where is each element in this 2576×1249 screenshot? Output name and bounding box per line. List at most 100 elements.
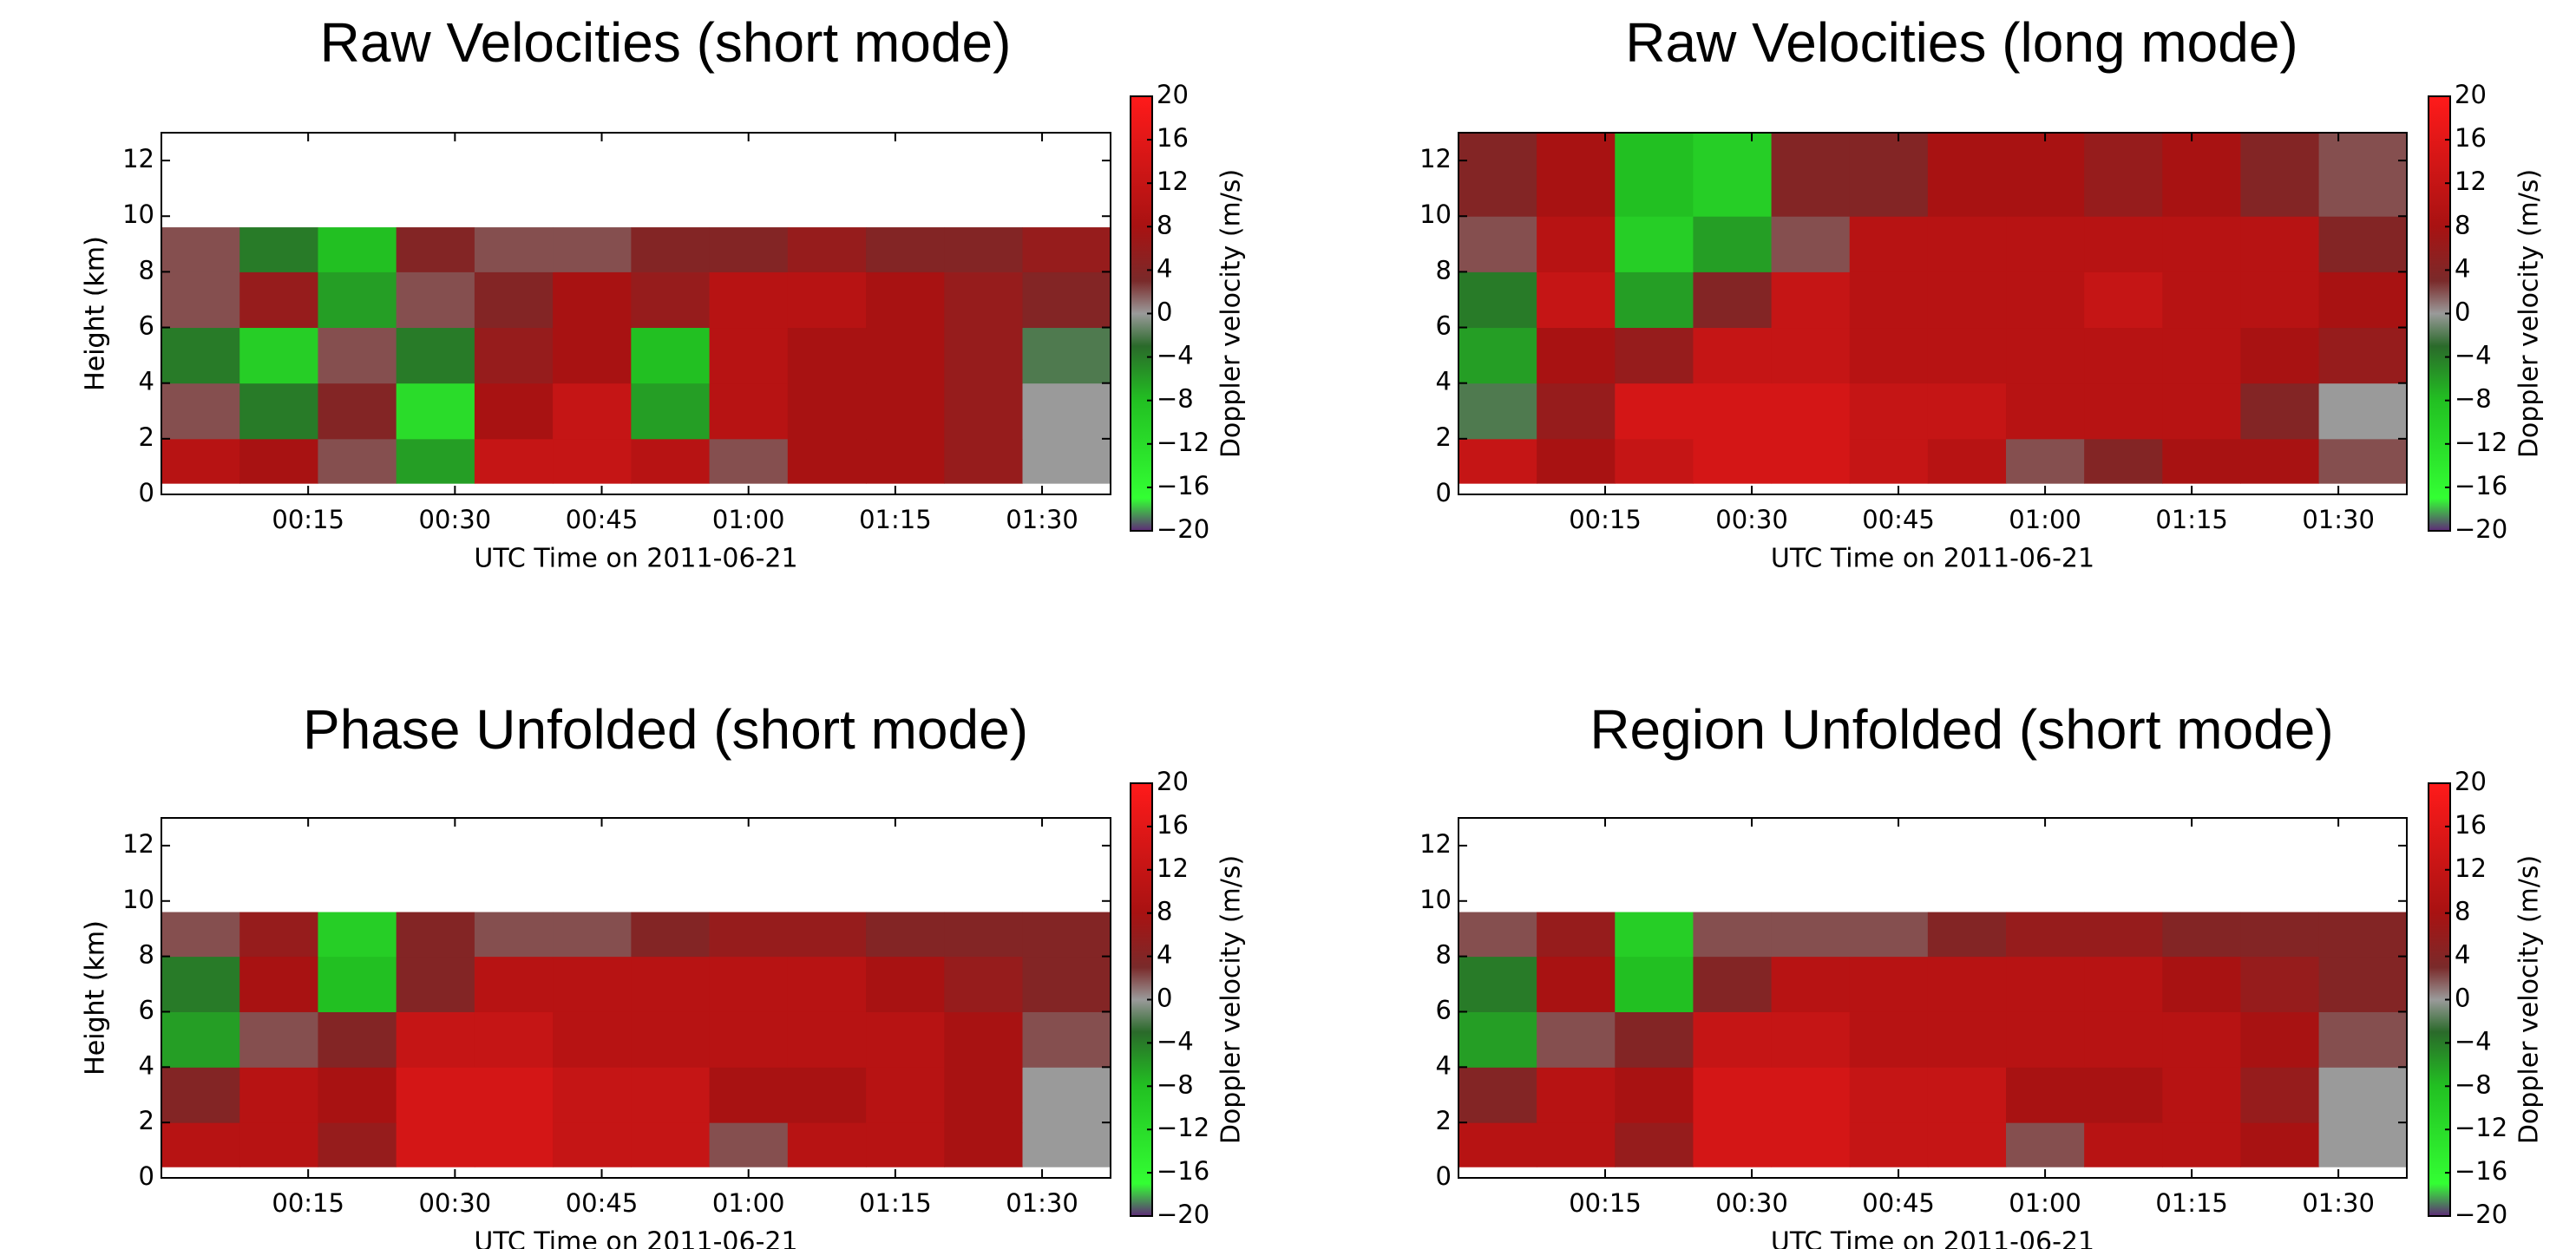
heat-cell	[2318, 1122, 2408, 1167]
heat-cell	[1927, 1011, 2007, 1068]
heat-cell	[866, 1011, 945, 1068]
heat-cell	[1693, 327, 1773, 384]
heat-cell	[2318, 327, 2408, 384]
heat-cell	[318, 438, 397, 484]
y-tick-label: 2	[139, 422, 154, 452]
heat-cell	[1022, 1011, 1111, 1068]
heat-cell	[239, 1011, 318, 1068]
heat-cell	[318, 1067, 397, 1123]
heat-cell	[1771, 327, 1851, 384]
heat-cell	[2318, 133, 2408, 217]
heat-cell	[2084, 438, 2163, 484]
heat-cell	[1615, 133, 1694, 217]
heat-cell	[1771, 133, 1851, 217]
colorbar-tick-label: 8	[1157, 210, 1172, 239]
heat-cell	[474, 438, 554, 484]
colorbar-tick-label: 4	[2455, 940, 2470, 970]
colorbar-tick-label: 0	[2455, 298, 2470, 327]
y-tick-label: 6	[1436, 311, 1452, 341]
heat-cell	[787, 1122, 867, 1167]
heat-cell	[1615, 1067, 1694, 1123]
x-tick-label: 00:30	[1715, 505, 1788, 534]
heat-cell	[1615, 438, 1694, 484]
heat-cell	[474, 912, 554, 958]
heat-cell	[1022, 912, 1111, 958]
heat-cell	[866, 327, 945, 384]
heat-cell	[944, 327, 1023, 384]
heat-cell	[866, 912, 945, 958]
heat-cell	[2318, 956, 2408, 1012]
y-tick-label: 12	[1419, 144, 1452, 173]
colorbar-tick-label: 16	[2455, 123, 2487, 153]
heat-cell	[1771, 1067, 1851, 1123]
heat-cell	[1693, 133, 1773, 217]
heat-cell	[631, 1122, 711, 1167]
heat-cell	[1849, 216, 1929, 272]
heat-cell	[1458, 133, 1537, 217]
heat-cell	[318, 227, 397, 272]
heat-cell	[787, 438, 867, 484]
colorbar-tick-label: 12	[2455, 167, 2487, 196]
heat-cell	[1693, 216, 1773, 272]
heat-cell	[866, 1122, 945, 1167]
heat-cell	[161, 912, 240, 958]
heat-cell	[1849, 1067, 1929, 1123]
colorbar-tick-label: 4	[2455, 253, 2470, 283]
heat-cell	[944, 1011, 1023, 1068]
heat-cell	[1693, 438, 1773, 484]
heat-cell	[2006, 1067, 2085, 1123]
x-tick-label: 00:45	[566, 505, 639, 534]
heat-cell	[2162, 912, 2241, 958]
heat-cell	[2240, 327, 2320, 384]
heat-cell	[2084, 956, 2163, 1012]
colorbar-tick-label: 4	[1157, 940, 1172, 970]
x-tick-label: 01:00	[2009, 1188, 2081, 1218]
colorbar-label: Doppler velocity (m/s)	[1216, 855, 1247, 1144]
heat-cell	[1022, 438, 1111, 484]
heat-cell	[709, 956, 789, 1012]
heat-cell	[1849, 1011, 1929, 1068]
heat-cell	[2318, 1067, 2408, 1123]
heat-cell	[1615, 1122, 1694, 1167]
heat-cell	[944, 912, 1023, 958]
heat-cell	[1537, 327, 1616, 384]
heat-cell	[1537, 216, 1616, 272]
heat-cell	[709, 1122, 789, 1167]
heat-cell	[1771, 383, 1851, 440]
heat-cell	[2084, 383, 2163, 440]
heat-cell	[318, 912, 397, 958]
heat-cell	[239, 438, 318, 484]
heat-cell	[944, 1067, 1023, 1123]
heat-cell	[474, 1011, 554, 1068]
x-tick-label: 01:15	[859, 1188, 932, 1218]
heat-cell	[474, 1067, 554, 1123]
colorbar-tick-label: 8	[2455, 897, 2470, 926]
heat-cell	[1537, 133, 1616, 217]
colorbar-tick-label: −12	[1157, 1113, 1209, 1142]
heat-cell	[318, 383, 397, 440]
heat-cell	[161, 1011, 240, 1068]
x-tick-label: 00:45	[566, 1188, 639, 1218]
colorbar-label: Doppler velocity (m/s)	[2514, 855, 2545, 1144]
heat-cell	[239, 956, 318, 1012]
heat-cell	[2240, 271, 2320, 329]
heat-cell	[239, 227, 318, 272]
y-tick-label: 2	[1436, 1106, 1452, 1135]
heat-cell	[1022, 383, 1111, 440]
heat-cell	[631, 327, 711, 384]
colorbar-label: Doppler velocity (m/s)	[2514, 169, 2545, 458]
heat-cell	[1022, 1067, 1111, 1123]
colorbar-tick-label: −16	[2455, 471, 2507, 500]
heat-cell	[161, 438, 240, 484]
heat-cell	[239, 327, 318, 384]
heat-cell	[1537, 438, 1616, 484]
x-tick-label: 01:00	[712, 505, 785, 534]
x-tick-label: 01:30	[2302, 505, 2375, 534]
x-tick-label: 01:30	[2302, 1188, 2375, 1218]
y-tick-label: 8	[139, 940, 154, 970]
heat-cell	[2240, 438, 2320, 484]
heat-cell	[1927, 912, 2007, 958]
x-tick-label: 00:45	[1862, 1188, 1935, 1218]
colorbar-tick-label: −20	[2455, 1200, 2507, 1229]
